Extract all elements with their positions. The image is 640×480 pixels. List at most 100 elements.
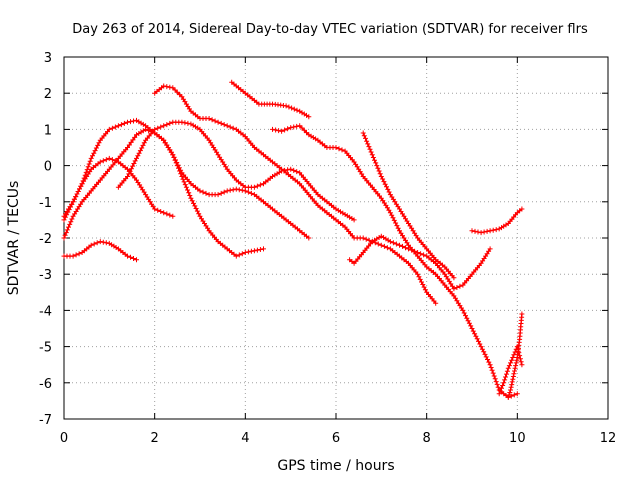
data-point xyxy=(393,220,399,226)
data-point xyxy=(187,193,193,198)
data-point xyxy=(291,124,297,130)
data-point xyxy=(496,391,502,397)
data-point xyxy=(251,248,257,254)
x-tick-label: 12 xyxy=(600,431,617,446)
data-point xyxy=(373,160,379,166)
data-point xyxy=(64,227,70,233)
series-line xyxy=(362,132,455,279)
data-point xyxy=(215,192,221,198)
data-point xyxy=(477,341,483,347)
data-point xyxy=(130,163,136,169)
data-point xyxy=(486,359,492,365)
data-point xyxy=(375,165,381,171)
series-line xyxy=(63,128,310,239)
data-point xyxy=(137,148,143,154)
data-point xyxy=(289,105,295,111)
data-point xyxy=(366,237,372,243)
data-point xyxy=(127,168,133,174)
data-point xyxy=(115,123,121,129)
data-point xyxy=(180,176,186,182)
data-point xyxy=(422,287,428,293)
y-tick-label: 1 xyxy=(44,123,52,138)
data-point xyxy=(125,119,130,125)
data-point xyxy=(239,251,245,257)
data-point xyxy=(512,368,517,374)
data-point xyxy=(395,225,401,231)
y-tick-label: -6 xyxy=(39,377,52,392)
data-point xyxy=(140,142,146,148)
data-point xyxy=(365,141,371,147)
data-point xyxy=(387,239,393,245)
x-axis-label: GPS time / hours xyxy=(277,458,394,474)
series-arc-k xyxy=(469,206,525,236)
grid xyxy=(64,57,608,419)
data-point xyxy=(152,206,158,212)
data-point xyxy=(167,212,173,218)
y-tick-label: 0 xyxy=(44,160,52,175)
data-point xyxy=(485,357,490,362)
data-point xyxy=(86,161,92,167)
data-point xyxy=(504,371,509,377)
chart-title: Day 263 of 2014, Sidereal Day-to-day VTE… xyxy=(72,22,588,37)
series-arc-d xyxy=(61,117,266,259)
data-point xyxy=(513,363,519,369)
data-point xyxy=(131,118,136,124)
data-point xyxy=(77,186,82,192)
data-point xyxy=(158,209,164,214)
data-point xyxy=(412,248,418,254)
data-point xyxy=(106,155,112,161)
data-point xyxy=(418,251,424,257)
x-tick-labels: 0 2 4 6 8 10 12 xyxy=(60,431,616,446)
data-point xyxy=(433,300,439,306)
data-point xyxy=(200,189,206,195)
data-point xyxy=(227,187,233,193)
data-point xyxy=(221,122,227,128)
data-point xyxy=(218,190,224,196)
data-point xyxy=(118,122,124,128)
data-point xyxy=(192,203,198,209)
data-point xyxy=(206,116,212,121)
data-point xyxy=(224,123,230,129)
data-point xyxy=(294,123,300,129)
data-point xyxy=(476,338,481,344)
data-point xyxy=(176,165,181,171)
y-tick-label: 2 xyxy=(44,87,52,102)
y-tick-label: -4 xyxy=(39,304,52,319)
data-point xyxy=(377,171,383,177)
data-point xyxy=(508,387,513,393)
data-point xyxy=(386,189,392,195)
data-point xyxy=(285,126,291,132)
data-point xyxy=(372,240,378,246)
data-point xyxy=(94,240,100,246)
data-point xyxy=(381,243,387,249)
series-arc-m xyxy=(496,344,525,397)
data-point xyxy=(170,213,176,219)
data-point xyxy=(490,370,496,376)
data-point xyxy=(83,169,89,175)
series-line xyxy=(63,240,138,261)
data-point xyxy=(461,310,467,316)
data-point xyxy=(306,114,312,120)
data-point xyxy=(454,285,460,290)
data-point xyxy=(415,250,421,255)
data-point xyxy=(177,92,183,98)
data-point xyxy=(215,119,221,125)
data-point xyxy=(501,380,507,386)
data-point xyxy=(248,190,254,196)
data-point xyxy=(360,130,366,136)
data-point xyxy=(510,355,516,360)
data-point xyxy=(69,216,75,222)
data-point xyxy=(188,195,194,201)
data-point xyxy=(155,207,161,213)
data-point xyxy=(167,84,173,90)
x-tick-label: 2 xyxy=(151,431,159,446)
data-point xyxy=(257,182,263,188)
data-point xyxy=(519,206,525,212)
data-point xyxy=(95,142,101,148)
series-arc-l xyxy=(505,311,525,400)
data-point xyxy=(100,158,106,164)
data-point xyxy=(483,354,489,360)
data-point xyxy=(493,227,499,233)
data-point xyxy=(92,148,98,154)
data-point xyxy=(514,391,520,397)
